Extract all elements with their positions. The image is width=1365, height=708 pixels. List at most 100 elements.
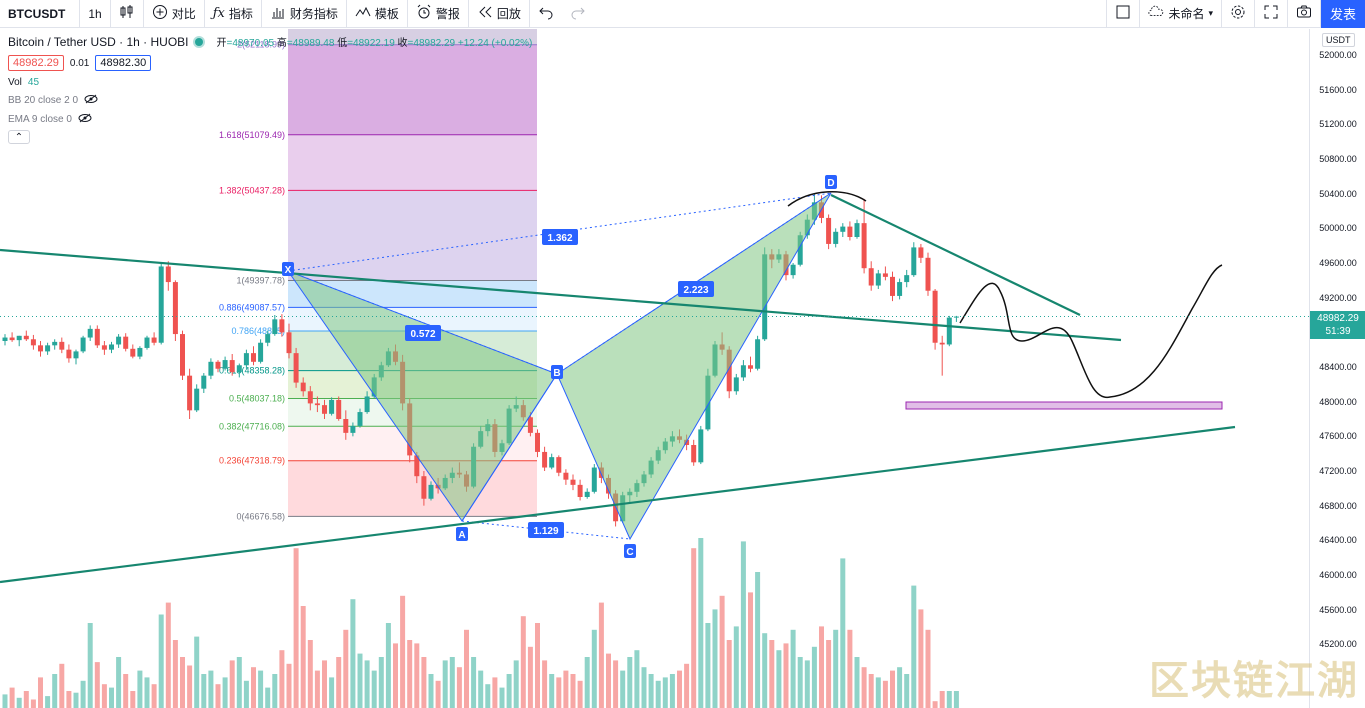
bb-indicator-row[interactable]: BB 20 close 2 0 [8, 94, 532, 107]
volume-bar [407, 640, 413, 708]
templates-button[interactable]: 模板 [347, 0, 408, 28]
harmonic-point-marker [825, 175, 837, 189]
volume-bar [343, 629, 349, 708]
axis-tick-label: 46400.00 [1319, 535, 1357, 546]
volume-bar [783, 643, 789, 708]
volume-bar [208, 670, 214, 708]
volume-bar [109, 687, 114, 708]
chart-type-button[interactable] [111, 0, 144, 28]
layout-name-button[interactable]: 未命名 ▾ [1140, 0, 1222, 28]
volume-bar [471, 657, 477, 708]
candle-body [38, 345, 43, 352]
volume-indicator-row[interactable]: Vol 45 [8, 77, 532, 88]
volume-bar [87, 623, 93, 708]
harmonic-point-marker [282, 262, 294, 276]
eye-hidden-icon[interactable] [84, 94, 98, 107]
volume-bar [790, 629, 796, 708]
volume-bar [485, 684, 491, 708]
snapshot-button[interactable] [1288, 0, 1321, 28]
candles-icon [119, 4, 135, 23]
volume-bar [946, 691, 952, 708]
axis-tick-label: 47200.00 [1319, 466, 1357, 476]
fullscreen-button[interactable] [1255, 0, 1288, 28]
alert-button[interactable]: 警报 [408, 0, 469, 28]
price-axis[interactable]: USDT 52000.00 51600.00 51200.00 50800.00 504… [1309, 29, 1365, 708]
candle-body [953, 316, 959, 318]
candle-body [329, 399, 335, 414]
symbol-search[interactable]: BTCUSDT [0, 0, 81, 28]
candle-body [343, 419, 349, 433]
harmonic-xd-ratio-line [287, 192, 832, 272]
layout-name-label: 未命名 [1168, 7, 1205, 21]
candle-body [258, 342, 264, 362]
camera-icon [1296, 4, 1312, 23]
eye-hidden-icon[interactable] [78, 113, 92, 126]
volume-bar [94, 662, 100, 708]
bar-countdown: 51:39 [1325, 326, 1351, 337]
candle-body [350, 425, 356, 433]
candle-body [66, 349, 72, 359]
volume-bar [286, 663, 292, 708]
interval-button[interactable]: 1h [80, 0, 111, 28]
square-icon [1115, 4, 1131, 23]
volume-bar [826, 640, 832, 708]
candle-body [187, 375, 193, 411]
fib-level-label: 1(49397.78) [236, 276, 285, 286]
publish-button[interactable]: 发表 [1321, 0, 1365, 28]
candle-body [904, 275, 910, 283]
axis-tick-label: 49600.00 [1319, 258, 1357, 268]
drawings[interactable]: X A B C D 0.572 1.129 2.223 1.362 [0, 175, 1309, 584]
collapse-legend-button[interactable]: ⌃ [8, 130, 30, 144]
volume-bar [911, 585, 917, 708]
fx-icon: ƒx [212, 6, 225, 21]
candle-body [577, 484, 583, 497]
volume-bar [222, 677, 228, 708]
spread-value: 0.01 [69, 57, 90, 69]
financials-button[interactable]: 财务指标 [262, 0, 347, 28]
candle-body [790, 264, 796, 276]
volume-bar [556, 677, 562, 708]
compare-button[interactable]: 对比 [144, 0, 205, 28]
ema-label: EMA 9 close 0 [8, 114, 72, 125]
volume-bar [719, 595, 725, 708]
volume-bar [158, 614, 164, 708]
ohlc-values: 开=48970.05 高=48989.48 低=48922.19 收=48982… [217, 34, 533, 49]
sell-button[interactable]: 48982.29 [8, 55, 64, 71]
harmonic-point-marker [551, 365, 563, 379]
indicators-button[interactable]: ƒx 指标 [205, 0, 262, 28]
candle-body [123, 336, 129, 349]
volume-bar [797, 657, 803, 708]
harmonic-ratio-marker [542, 229, 578, 245]
candle-body [9, 337, 15, 341]
volume-bar [648, 674, 654, 708]
redo-button[interactable] [562, 0, 594, 28]
candle-body [726, 349, 732, 392]
volume-bar [733, 626, 739, 708]
compare-label: 对比 [171, 7, 196, 21]
watermark-logo: 区块链江湖 [1149, 657, 1359, 704]
candle-body [911, 247, 917, 276]
volume-bar [194, 636, 200, 708]
volume-bar [591, 629, 597, 708]
volume-bar [456, 667, 462, 708]
ema-indicator-row[interactable]: EMA 9 close 0 [8, 113, 532, 126]
volume-bar [180, 657, 185, 708]
price-chart[interactable]: 2(52118.99) 1.618(51079.49) 1.382(50437.28… [0, 29, 1309, 708]
volume-bar [570, 674, 576, 708]
currency-badge[interactable]: USDT [1322, 33, 1355, 47]
volume-bar [499, 687, 505, 708]
candle-body [584, 491, 590, 497]
undo-button[interactable] [530, 0, 562, 28]
volume-bar [691, 548, 697, 708]
settings-button[interactable] [1222, 0, 1255, 28]
buy-button[interactable]: 48982.30 [95, 55, 152, 71]
fullscreen-layout-button[interactable] [1106, 0, 1141, 28]
volume-bar [939, 691, 945, 708]
replay-button[interactable]: 回放 [469, 0, 530, 28]
volume-bar [620, 670, 626, 708]
volume-bar [130, 691, 136, 708]
volume-bar [307, 640, 313, 708]
volume-bar [925, 629, 931, 708]
candle-body [23, 335, 29, 340]
fib-level-label: 1.618(51079.49) [219, 130, 285, 140]
